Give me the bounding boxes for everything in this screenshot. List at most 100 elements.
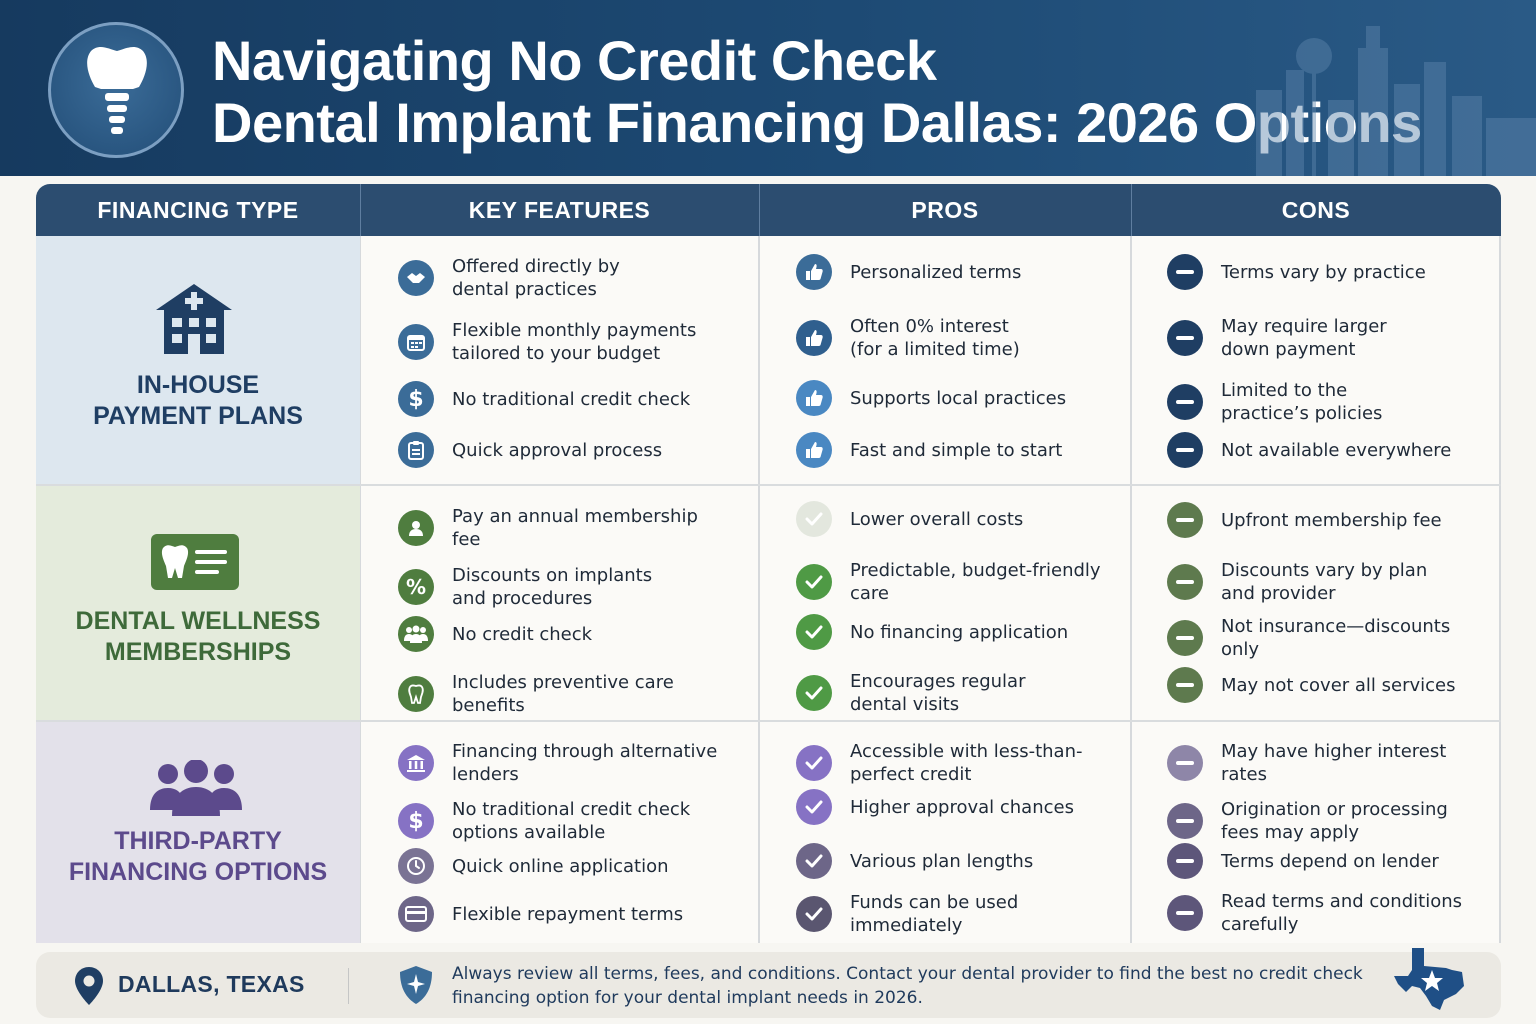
list-item: Read terms and conditions carefully — [1167, 890, 1462, 936]
list-item: Financing through alternative lenders — [398, 740, 717, 786]
handshake-icon — [398, 260, 434, 296]
pro-text: Predictable, budget-friendly care — [850, 560, 1101, 604]
type-label-line-2: FINANCING OPTIONS — [68, 858, 328, 886]
list-item: Upfront membership fee — [1167, 502, 1442, 538]
con-text: Limited to the practice’s policies — [1221, 380, 1383, 424]
footer-bar: DALLAS, TEXAS Always review all terms, f… — [36, 948, 1501, 1018]
list-item: $ No traditional credit check options av… — [398, 798, 690, 844]
title-line-1: Navigating No Credit Check — [212, 29, 937, 92]
pro-text: Higher approval chances — [850, 796, 1074, 818]
thumbs-up-icon — [796, 320, 832, 356]
check-icon — [796, 501, 832, 537]
list-item: May have higher interest rates — [1167, 740, 1446, 786]
minus-icon — [1167, 564, 1203, 600]
pro-text: Funds can be used immediately — [850, 892, 1019, 936]
list-item: Origination or processing fees may apply — [1167, 798, 1448, 844]
type-label-line-1: IN-HOUSE — [136, 371, 260, 399]
feature-text: Includes preventive care benefits — [452, 672, 674, 716]
disclaimer-text: Always review all terms, fees, and condi… — [452, 964, 1363, 1008]
list-item: No credit check — [398, 616, 592, 652]
row-in-house-type-cell: IN-HOUSE PAYMENT PLANS — [36, 236, 360, 484]
feature-text: Flexible repayment terms — [452, 903, 684, 925]
location-label: DALLAS, TEXAS — [118, 971, 305, 997]
list-item: Flexible monthly payments tailored to yo… — [398, 319, 696, 365]
pro-text: Often 0% interest (for a limited time) — [850, 316, 1020, 360]
membership-card-icon — [151, 534, 239, 590]
row-in-house-label: IN-HOUSE PAYMENT PLANS — [36, 370, 360, 432]
minus-icon — [1167, 620, 1203, 656]
user-icon — [398, 510, 434, 546]
pro-text: Accessible with less-than- perfect credi… — [850, 741, 1083, 785]
con-text: Read terms and conditions carefully — [1221, 891, 1462, 935]
feature-text: Quick approval process — [452, 439, 663, 461]
feature-text: No traditional credit check options avai… — [452, 799, 691, 843]
feature-text: Offered directly by dental practices — [452, 256, 620, 300]
pro-text: Encourages regular dental visits — [850, 671, 1026, 715]
minus-icon — [1167, 843, 1203, 879]
thumbs-up-icon — [796, 432, 832, 468]
minus-icon — [1167, 667, 1203, 703]
list-item: Includes preventive care benefits — [398, 671, 674, 717]
type-label-line-1: THIRD-PARTY — [114, 827, 282, 855]
row-third-party-label: THIRD-PARTY FINANCING OPTIONS — [36, 826, 360, 888]
clipboard-icon — [398, 432, 434, 468]
con-text: Terms depend on lender — [1221, 850, 1439, 872]
list-item: Encourages regular dental visits — [796, 670, 1025, 716]
con-text: Discounts vary by plan and provider — [1221, 560, 1428, 604]
pro-text: Supports local practices — [850, 387, 1067, 409]
check-icon — [796, 843, 832, 879]
list-item: Discounts vary by plan and provider — [1167, 559, 1427, 605]
feature-text: Discounts on implants and procedures — [452, 565, 653, 609]
shield-icon — [400, 966, 432, 1004]
con-text: Upfront membership fee — [1221, 509, 1442, 531]
people-group-icon — [150, 760, 242, 816]
list-item: Quick online application — [398, 848, 669, 884]
column-header-pros: PROS — [911, 197, 979, 223]
dental-implant-icon — [48, 22, 184, 158]
list-item: Pay an annual membership fee — [398, 505, 698, 551]
location-pin-icon — [75, 967, 103, 1005]
row-third-party-type-cell: THIRD-PARTY FINANCING OPTIONS — [36, 722, 360, 943]
thumbs-up-icon — [796, 254, 832, 290]
row-memberships-label: DENTAL WELLNESS MEMBERSHIPS — [36, 606, 360, 668]
list-item: Predictable, budget-friendly care — [796, 559, 1101, 605]
type-label-line-2: PAYMENT PLANS — [93, 402, 303, 430]
con-text: May require larger down payment — [1221, 316, 1387, 360]
feature-text: No traditional credit check — [452, 388, 691, 410]
feature-text: Pay an annual membership fee — [452, 506, 698, 550]
dollar-icon: $ — [398, 803, 434, 839]
dallas-skyline-icon — [1256, 26, 1536, 176]
con-text: Origination or processing fees may apply — [1221, 799, 1448, 843]
list-item: Not available everywhere — [1167, 432, 1451, 468]
list-item: Limited to the practice’s policies — [1167, 379, 1382, 425]
minus-icon — [1167, 502, 1203, 538]
feature-text: Quick online application — [452, 855, 669, 877]
list-item: Terms vary by practice — [1167, 254, 1426, 290]
calendar-icon — [398, 324, 434, 360]
check-icon — [796, 789, 832, 825]
list-item: Lower overall costs — [796, 501, 1023, 537]
minus-icon — [1167, 803, 1203, 839]
hospital-building-icon — [156, 284, 232, 354]
page-title: Navigating No Credit Check Dental Implan… — [212, 29, 1422, 154]
list-item: Offered directly by dental practices — [398, 255, 620, 301]
column-header-key-features: KEY FEATURES — [468, 197, 651, 223]
pro-text: Various plan lengths — [850, 850, 1034, 872]
minus-icon — [1167, 384, 1203, 420]
percent-icon: % — [398, 569, 434, 605]
column-header-financing-type: FINANCING TYPE — [97, 197, 299, 223]
minus-icon — [1167, 320, 1203, 356]
feature-text: Flexible monthly payments tailored to yo… — [452, 320, 697, 364]
list-item: Personalized terms — [796, 254, 1021, 290]
header-banner: Navigating No Credit Check Dental Implan… — [0, 0, 1536, 176]
list-item: % Discounts on implants and procedures — [398, 564, 652, 610]
list-item: No financing application — [796, 614, 1068, 650]
list-item: Not insurance—discounts only — [1167, 615, 1450, 661]
list-item: Flexible repayment terms — [398, 896, 683, 932]
pro-text: Fast and simple to start — [850, 439, 1063, 461]
list-item: Funds can be used immediately — [796, 891, 1018, 937]
list-item: Often 0% interest (for a limited time) — [796, 315, 1020, 361]
check-icon — [796, 564, 832, 600]
minus-icon — [1167, 745, 1203, 781]
list-item: Various plan lengths — [796, 843, 1033, 879]
